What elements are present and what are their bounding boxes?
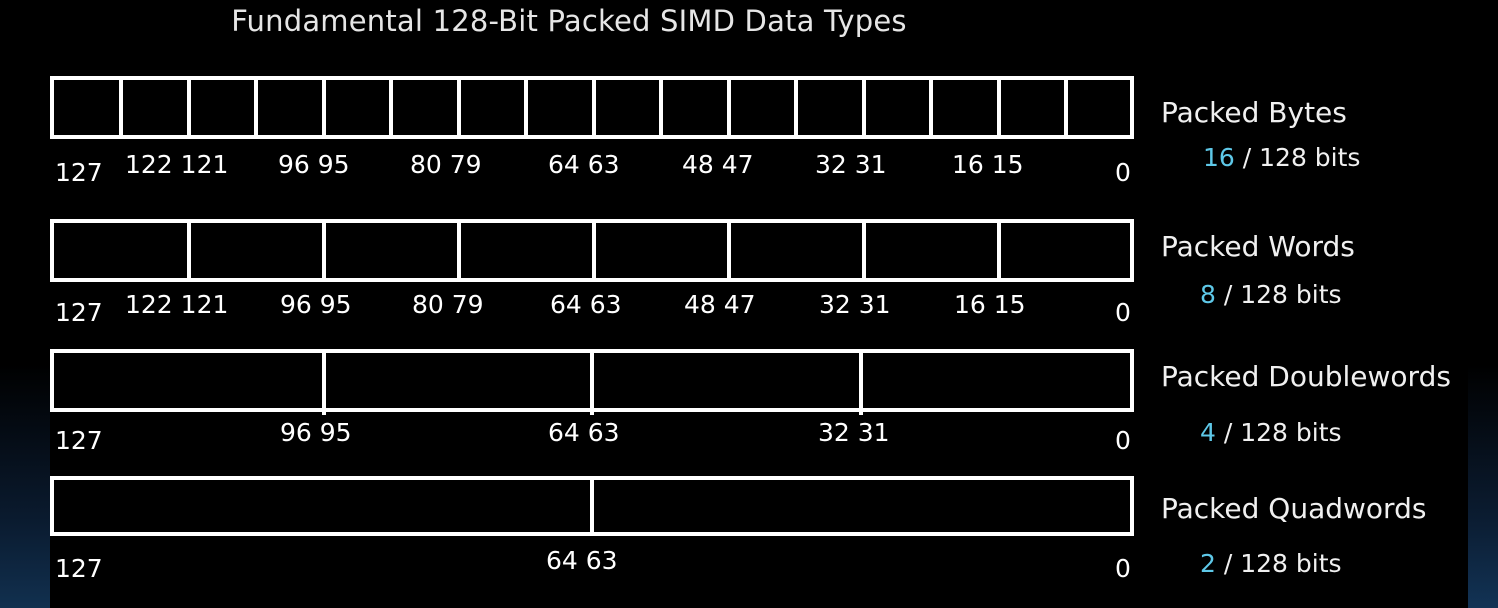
cell-divider (187, 219, 191, 282)
bit-label: 64 63 (548, 150, 620, 179)
cell-divider (457, 76, 461, 139)
element-count: 8 (1200, 280, 1216, 309)
bit-label: 80 79 (412, 290, 484, 319)
cell-divider (997, 76, 1001, 139)
cell-divider (590, 476, 594, 536)
bit-label: 96 95 (280, 418, 352, 447)
cell-divider (592, 219, 596, 282)
cell-divider (322, 219, 326, 282)
cell-divider (322, 76, 326, 139)
type-name: Packed Words (1161, 230, 1355, 263)
bit-label: 32 31 (815, 150, 887, 179)
cell-divider (997, 219, 1001, 282)
bit-label: 0 (1115, 426, 1131, 455)
cell-divider (727, 76, 731, 139)
bit-label: 32 31 (818, 418, 890, 447)
background-glow-right (1468, 0, 1498, 608)
bit-label: 122 121 (125, 290, 229, 319)
bit-label: 127 (55, 158, 103, 187)
bit-label: 127 (55, 298, 103, 327)
type-count: 16 / 128 bits (1203, 143, 1360, 172)
cell-divider (119, 76, 123, 139)
type-name: Packed Bytes (1161, 96, 1347, 129)
bit-label: 48 47 (684, 290, 756, 319)
bit-label: 0 (1115, 554, 1131, 583)
cell-divider (457, 219, 461, 282)
bit-label: 64 63 (550, 290, 622, 319)
bits-suffix: / 128 bits (1223, 549, 1342, 578)
cell-divider (727, 219, 731, 282)
bits-suffix: / 128 bits (1223, 280, 1342, 309)
bit-label: 48 47 (682, 150, 754, 179)
bit-label: 16 15 (952, 150, 1024, 179)
cell-divider (929, 76, 933, 139)
type-count: 2 / 128 bits (1200, 549, 1342, 578)
cell-divider (590, 349, 594, 415)
cell-divider (659, 76, 663, 139)
cell-divider (389, 76, 393, 139)
cell-divider (794, 76, 798, 139)
bit-label: 32 31 (819, 290, 891, 319)
bit-label: 64 63 (546, 546, 618, 575)
bit-label: 96 95 (280, 290, 352, 319)
type-count: 8 / 128 bits (1200, 280, 1342, 309)
background-glow-left (0, 0, 50, 608)
page-title: Fundamental 128-Bit Packed SIMD Data Typ… (231, 4, 907, 38)
cell-divider (862, 76, 866, 139)
cell-divider (1064, 76, 1068, 139)
cell-divider (187, 76, 191, 139)
bits-suffix: / 128 bits (1223, 418, 1342, 447)
bit-label: 96 95 (278, 150, 350, 179)
cell-divider (254, 76, 258, 139)
element-count: 4 (1200, 418, 1216, 447)
cell-divider (524, 76, 528, 139)
cell-divider (592, 76, 596, 139)
bit-label: 127 (55, 426, 103, 455)
bit-label: 0 (1115, 158, 1131, 187)
cell-divider (859, 349, 863, 415)
bits-suffix: / 128 bits (1242, 143, 1361, 172)
type-name: Packed Doublewords (1161, 360, 1451, 393)
type-name: Packed Quadwords (1161, 492, 1427, 525)
element-count: 16 (1203, 143, 1235, 172)
bit-label: 122 121 (125, 150, 229, 179)
bit-label: 16 15 (954, 290, 1026, 319)
type-count: 4 / 128 bits (1200, 418, 1342, 447)
bit-label: 64 63 (548, 418, 620, 447)
bit-label: 127 (55, 554, 103, 583)
bit-label: 80 79 (410, 150, 482, 179)
element-count: 2 (1200, 549, 1216, 578)
cell-divider (322, 349, 326, 415)
bit-label: 0 (1115, 298, 1131, 327)
cell-divider (862, 219, 866, 282)
